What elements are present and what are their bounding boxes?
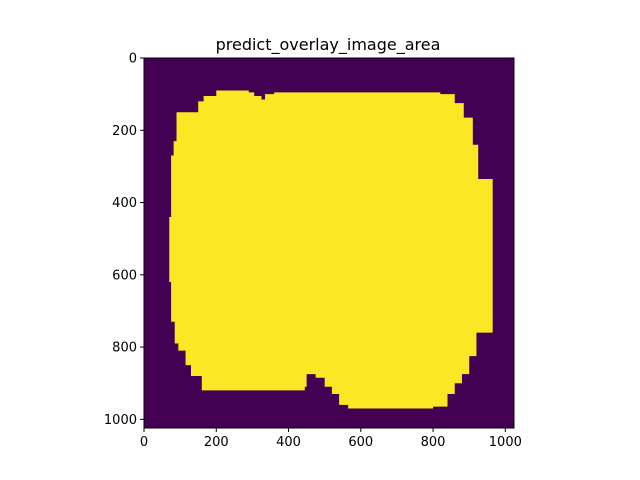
x-tick-label: 400 [276, 435, 301, 450]
heatmap-mask-region [169, 90, 493, 409]
x-tick-label: 600 [348, 435, 373, 450]
x-tick-label: 0 [140, 435, 148, 450]
y-tick-label: 600 [112, 268, 137, 283]
y-tick-label: 1000 [104, 413, 137, 428]
plot-frame [143, 57, 515, 429]
y-tick-label: 400 [112, 196, 137, 211]
x-tick-label: 800 [421, 435, 446, 450]
y-tick-label: 800 [112, 341, 137, 356]
x-tick-label: 1000 [489, 435, 522, 450]
y-tick-label: 200 [112, 124, 137, 139]
y-axis: 0 200 400 600 800 1000 [104, 52, 144, 428]
x-axis: 0 200 400 600 800 1000 [140, 428, 522, 450]
x-tick-label: 200 [204, 435, 229, 450]
chart-title: predict_overlay_image_area [216, 35, 441, 55]
y-tick-label: 0 [129, 52, 137, 67]
